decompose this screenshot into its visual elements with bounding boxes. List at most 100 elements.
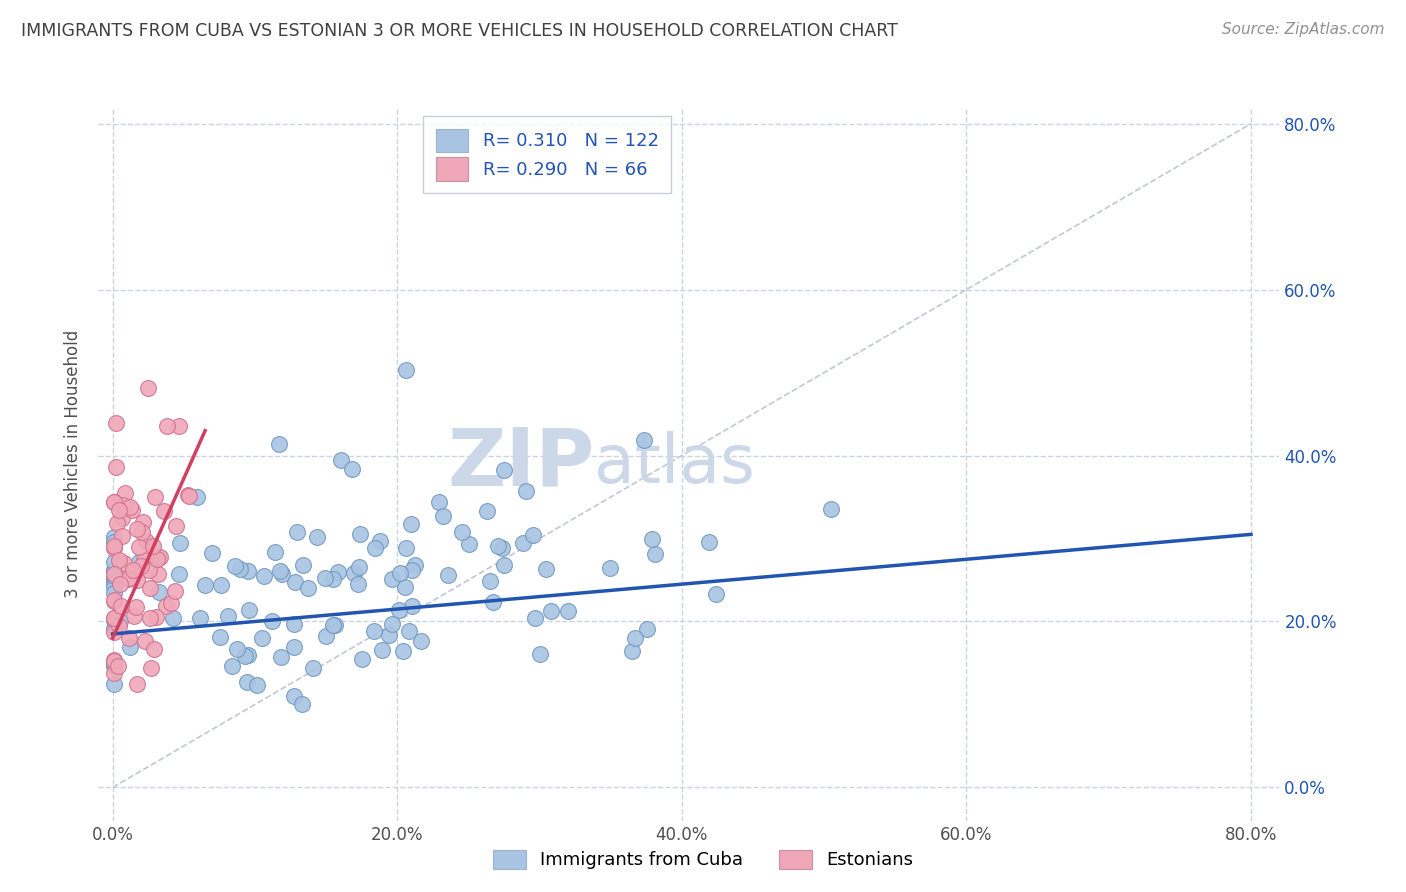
Point bbox=[103, 563, 125, 577]
Point bbox=[103, 659, 125, 673]
Point bbox=[149, 550, 172, 565]
Point bbox=[103, 593, 125, 607]
Point bbox=[125, 522, 148, 536]
Point bbox=[136, 380, 159, 394]
Point bbox=[103, 677, 125, 691]
Point bbox=[363, 624, 385, 638]
Point bbox=[269, 564, 291, 578]
Point bbox=[111, 510, 134, 524]
Point bbox=[122, 563, 145, 577]
Point bbox=[238, 603, 260, 617]
Point bbox=[103, 495, 125, 509]
Point bbox=[343, 566, 366, 580]
Point bbox=[107, 659, 129, 673]
Point bbox=[162, 611, 184, 625]
Point bbox=[103, 541, 125, 555]
Point bbox=[529, 647, 551, 661]
Point bbox=[322, 618, 344, 632]
Point bbox=[347, 560, 370, 574]
Point bbox=[138, 611, 160, 625]
Point bbox=[105, 459, 128, 474]
Point bbox=[103, 611, 125, 625]
Text: ZIP: ZIP bbox=[447, 425, 595, 503]
Point bbox=[177, 489, 200, 503]
Point bbox=[128, 541, 150, 555]
Point bbox=[156, 418, 179, 433]
Point bbox=[283, 616, 305, 631]
Point bbox=[395, 362, 418, 376]
Point bbox=[392, 643, 415, 657]
Point bbox=[285, 525, 308, 540]
Point bbox=[103, 555, 125, 569]
Point bbox=[103, 566, 125, 581]
Point bbox=[108, 577, 131, 591]
Point bbox=[132, 515, 155, 529]
Point bbox=[432, 509, 454, 524]
Point bbox=[377, 628, 399, 642]
Point bbox=[169, 535, 191, 549]
Point bbox=[252, 569, 274, 583]
Point bbox=[479, 574, 502, 588]
Point bbox=[120, 500, 142, 515]
Point bbox=[103, 564, 125, 578]
Point bbox=[114, 485, 136, 500]
Point bbox=[103, 577, 125, 591]
Point bbox=[389, 566, 412, 580]
Point bbox=[599, 561, 621, 575]
Point bbox=[704, 587, 727, 601]
Point bbox=[322, 573, 344, 587]
Point bbox=[104, 416, 127, 430]
Point bbox=[103, 593, 125, 607]
Point bbox=[226, 642, 249, 657]
Point bbox=[148, 549, 170, 564]
Point bbox=[146, 551, 169, 566]
Point bbox=[121, 503, 143, 517]
Point bbox=[221, 659, 243, 673]
Point bbox=[146, 567, 169, 582]
Point bbox=[236, 648, 259, 663]
Point bbox=[209, 578, 232, 592]
Point bbox=[194, 578, 217, 592]
Point bbox=[125, 677, 148, 691]
Point bbox=[118, 571, 141, 585]
Legend: Immigrants from Cuba, Estonians: Immigrants from Cuba, Estonians bbox=[484, 841, 922, 879]
Point bbox=[143, 491, 166, 505]
Point bbox=[118, 631, 141, 645]
Point bbox=[534, 562, 557, 576]
Point bbox=[381, 572, 404, 586]
Point bbox=[103, 656, 125, 670]
Point bbox=[103, 530, 125, 544]
Point bbox=[515, 484, 537, 499]
Point bbox=[103, 654, 125, 668]
Point bbox=[142, 642, 165, 657]
Point bbox=[522, 528, 544, 542]
Text: atlas: atlas bbox=[595, 431, 755, 497]
Point bbox=[129, 559, 152, 574]
Point bbox=[103, 573, 125, 587]
Point bbox=[190, 611, 212, 625]
Point bbox=[401, 516, 423, 531]
Point bbox=[163, 583, 186, 598]
Point bbox=[307, 530, 329, 544]
Point bbox=[139, 660, 162, 674]
Point bbox=[138, 563, 160, 577]
Point bbox=[641, 532, 664, 546]
Point bbox=[644, 547, 666, 561]
Point bbox=[165, 519, 187, 533]
Legend: R= 0.310   N = 122, R= 0.290   N = 66: R= 0.310 N = 122, R= 0.290 N = 66 bbox=[423, 116, 671, 194]
Point bbox=[117, 572, 139, 586]
Point bbox=[491, 541, 513, 555]
Point bbox=[404, 558, 426, 573]
Point bbox=[131, 525, 153, 540]
Point bbox=[160, 596, 183, 610]
Point bbox=[388, 603, 411, 617]
Point bbox=[108, 502, 131, 516]
Point bbox=[557, 605, 579, 619]
Point bbox=[128, 555, 150, 569]
Point bbox=[394, 580, 416, 594]
Point bbox=[250, 631, 273, 645]
Point bbox=[368, 534, 391, 549]
Point bbox=[330, 453, 353, 467]
Point bbox=[134, 553, 156, 567]
Point bbox=[315, 629, 337, 643]
